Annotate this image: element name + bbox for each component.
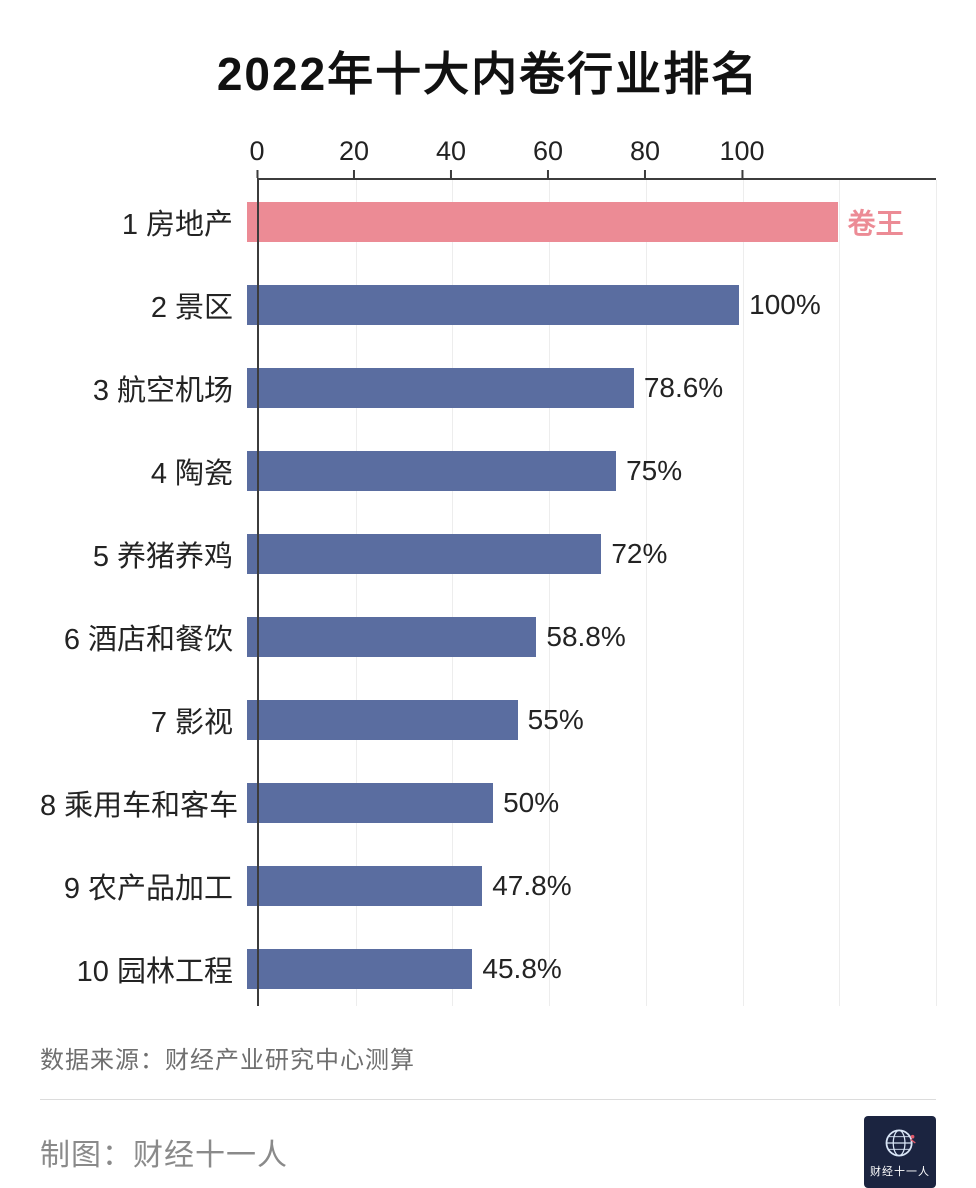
bar-track: 58.8% (245, 595, 936, 678)
axis-tick: 40 (436, 136, 466, 178)
bar (247, 616, 537, 657)
value-label: 100% (749, 288, 821, 320)
bar (247, 201, 838, 242)
bar-row: 8 乘用车和客车 50% (40, 761, 936, 844)
axis-tick-mark (546, 170, 549, 178)
bar-track: 75% (245, 429, 936, 512)
axis-tick-label: 40 (435, 136, 467, 166)
bar-track: 47.8% (245, 844, 936, 927)
category-label: 6 酒店和餐饮 (63, 623, 233, 656)
bar (247, 782, 494, 823)
value-label: 45.8% (482, 952, 562, 984)
category-label: 2 景区 (150, 291, 233, 324)
category-label: 3 航空机场 (92, 374, 233, 407)
value-label: 50% (503, 786, 560, 818)
value-label: 58.8% (546, 620, 626, 652)
bar-row: 10 园林工程 45.8% (40, 927, 936, 1010)
axis-tick: 80 (630, 136, 660, 178)
axis-tick: 20 (339, 136, 369, 178)
logo-text: 财经十一人 (870, 1166, 930, 1178)
bar (247, 948, 473, 989)
category-label: 1 房地产 (121, 208, 233, 241)
plot-area: 1 房地产 卷王 2 景区 100% 3 航空机场 78.6% 4 陶瓷 75% 5 养猪养鸡 7… (40, 180, 937, 1010)
axis-tick-mark (256, 170, 258, 178)
bar-row: 2 景区 100% (40, 263, 936, 346)
category-label: 4 陶瓷 (150, 457, 233, 490)
gridline (549, 180, 551, 1006)
bar-track: 100% (245, 263, 936, 346)
gridline (452, 180, 454, 1006)
y-axis-line (257, 180, 259, 1006)
bar-track: 78.6% (245, 346, 936, 429)
gridline (355, 180, 357, 1006)
bar (247, 450, 617, 491)
bar-chart: 0 20 40 60 80 100 1 房地产 卷王 2 景区 100% 3 航空机场 78.6% 4… (40, 132, 937, 1010)
axis-tick-label: 100 (719, 136, 765, 166)
bar (247, 533, 602, 574)
value-label: 75% (626, 454, 683, 486)
bar (247, 284, 740, 325)
gridline (645, 180, 647, 1006)
bar-row: 5 养猪养鸡 72% (40, 512, 936, 595)
bar (247, 865, 483, 906)
axis-tick: 60 (533, 136, 563, 178)
axis-tick-mark (643, 170, 646, 178)
x-axis-line (257, 178, 936, 180)
bar-track: 72% (245, 512, 936, 595)
bar-row: 9 农产品加工 47.8% (40, 844, 936, 927)
value-label: 78.6% (643, 371, 724, 403)
value-label: 72% (611, 537, 668, 569)
category-label: 5 养猪养鸡 (92, 540, 233, 573)
credit: 制图：财经十一人 (40, 1139, 288, 1172)
gridline (742, 180, 744, 1006)
axis-tick-mark (449, 170, 452, 178)
x-axis: 0 20 40 60 80 100 (249, 132, 936, 180)
axis-tick: 100 (719, 136, 765, 178)
bar-track: 45.8% (245, 927, 936, 1010)
globe-icon (885, 1129, 916, 1157)
category-label: 9 农产品加工 (63, 872, 233, 905)
category-label: 8 乘用车和客车 (40, 789, 239, 822)
gridline (936, 180, 937, 1006)
axis-tick-label: 80 (629, 136, 661, 166)
bar-row: 7 影视 55% (40, 678, 936, 761)
logo: 财经十一人 (864, 1116, 936, 1188)
axis-tick-label: 20 (338, 136, 370, 166)
bar-row: 3 航空机场 78.6% (40, 346, 936, 429)
bar-track: 55% (245, 678, 936, 761)
value-label: 卷王 (847, 207, 904, 239)
chart-title: 2022年十大内卷行业排名 (216, 48, 760, 100)
axis-tick-mark (741, 170, 743, 178)
axis-tick-mark (352, 170, 355, 178)
axis-tick-label: 60 (532, 136, 564, 166)
bar-track: 卷王 (245, 180, 936, 263)
bar (247, 367, 634, 408)
axis-tick: 0 (249, 136, 265, 178)
gridline (839, 180, 841, 1006)
bar-row: 6 酒店和餐饮 58.8% (40, 595, 936, 678)
axis-tick-label: 0 (249, 136, 265, 166)
bar-row: 4 陶瓷 75% (40, 429, 936, 512)
value-label: 55% (527, 703, 584, 735)
bar-row: 1 房地产 卷王 (40, 180, 936, 263)
data-source: 数据来源：财经产业研究中心测算 (40, 1047, 415, 1074)
value-label: 47.8% (492, 869, 572, 901)
divider (40, 1099, 936, 1100)
category-label: 10 园林工程 (76, 955, 233, 988)
credit-row: 制图：财经十一人 财经十一人 (40, 1116, 936, 1188)
gridlines (259, 180, 937, 1006)
bar-track: 50% (245, 761, 936, 844)
category-label: 7 影视 (150, 706, 233, 739)
bar (247, 699, 518, 740)
